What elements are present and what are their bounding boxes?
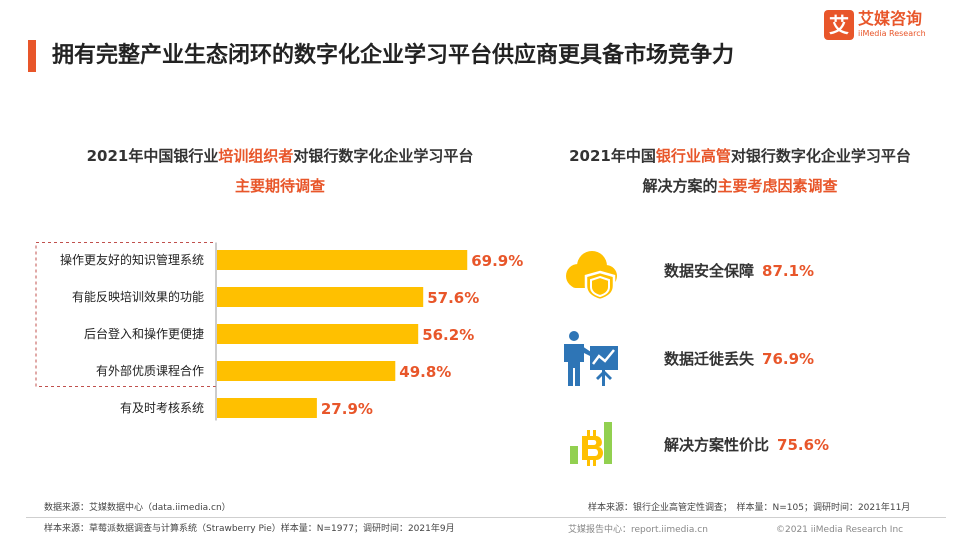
data-label: 69.9% — [471, 252, 523, 270]
left-subtitle-highlight: 培训组织者 — [218, 147, 294, 165]
factor-value: 87.1% — [762, 262, 815, 280]
left-sample-source: 样本来源：草莓派数据调查与计算系统（Strawberry Pie）样本量：N=1… — [44, 524, 455, 534]
left-subtitle-line2: 主要期待调查 — [234, 177, 325, 195]
right-subtitle2-pre: 解决方案的 — [642, 177, 718, 195]
category-label: 有能反映培训效果的功能 — [72, 289, 204, 304]
iimedia-logo: 艾 艾媒咨询 iiMedia Research — [824, 10, 944, 44]
logo-cn-text: 艾媒咨询 — [858, 9, 923, 28]
right-subtitle-pre: 2021年中国 — [569, 147, 656, 165]
bar — [217, 361, 396, 381]
left-subtitle-post: 对银行数字化企业学习平台 — [293, 147, 474, 165]
logo-mark: 艾 — [824, 10, 854, 40]
category-label: 有及时考核系统 — [120, 401, 204, 415]
right-subtitle-post: 对银行数字化企业学习平台 — [730, 147, 911, 165]
factor-label-cost-effectiveness: 解决方案性价比 75.6% — [664, 434, 829, 455]
right-subtitle-highlight: 银行业高管 — [655, 147, 731, 165]
page-title: 拥有完整产业生态闭环的数字化企业学习平台供应商更具备市场竞争力 — [52, 43, 735, 68]
category-label: 有外部优质课程合作 — [96, 363, 204, 378]
factor-label-data-migration: 数据迁徙丢失 76.9% — [664, 348, 814, 369]
expectation-bar-chart: 操作更友好的知识管理系统 69.9% 有能反映培训效果的功能 57.6% 后台登入和操作… — [35, 242, 523, 421]
footer-divider — [26, 517, 946, 518]
factor-name: 数据安全保障 — [664, 262, 755, 280]
data-label: 56.2% — [422, 326, 474, 344]
right-subtitle-line2: 解决方案的主要考虑因素调查 — [520, 176, 960, 196]
data-label: 57.6% — [427, 289, 479, 307]
factor-row-cost-effectiveness: 解决方案性价比 75.6% — [560, 416, 940, 476]
category-label: 后台登入和操作更便捷 — [84, 326, 204, 341]
factor-value: 76.9% — [762, 350, 815, 368]
report-center: 艾媒报告中心：report.iimedia.cn — [568, 525, 708, 535]
bar — [217, 398, 317, 418]
bar — [217, 250, 468, 270]
factor-value: 75.6% — [777, 436, 830, 454]
factor-row-data-migration: 数据迁徙丢失 76.9% — [560, 330, 940, 390]
category-label: 操作更友好的知识管理系统 — [60, 252, 204, 267]
factor-row-data-security: 数据安全保障 87.1% — [560, 242, 940, 302]
right-subtitle-line1: 2021年中国银行业高管对银行数字化企业学习平台 — [520, 146, 960, 166]
cloud-shield-icon — [566, 251, 617, 300]
logo-en-text: iiMedia Research — [858, 29, 926, 38]
left-subtitle-pre: 2021年中国银行业 — [86, 147, 219, 165]
copyright: ©2021 iiMedia Research Inc — [776, 525, 904, 535]
presenter-chart-icon — [564, 331, 618, 386]
bitcoin-bars-icon — [570, 422, 612, 466]
factor-label-data-security: 数据安全保障 87.1% — [664, 260, 814, 281]
left-data-source: 数据来源：艾媒数据中心（data.iimedia.cn） — [44, 503, 231, 513]
factor-name: 解决方案性价比 — [664, 436, 770, 454]
data-label: 27.9% — [321, 400, 373, 418]
left-subtitle-line1: 2021年中国银行业培训组织者对银行数字化企业学习平台 — [40, 146, 520, 166]
right-sample-source: 样本来源：银行企业高管定性调查； 样本量：N=105；调研时间：2021年11月 — [588, 503, 911, 513]
factor-name: 数据迁徙丢失 — [664, 350, 755, 368]
bar — [217, 287, 424, 307]
data-label: 49.8% — [399, 363, 451, 381]
bar — [217, 324, 419, 344]
title-accent-bar — [28, 40, 36, 72]
right-subtitle2-highlight: 主要考虑因素调查 — [717, 177, 838, 195]
